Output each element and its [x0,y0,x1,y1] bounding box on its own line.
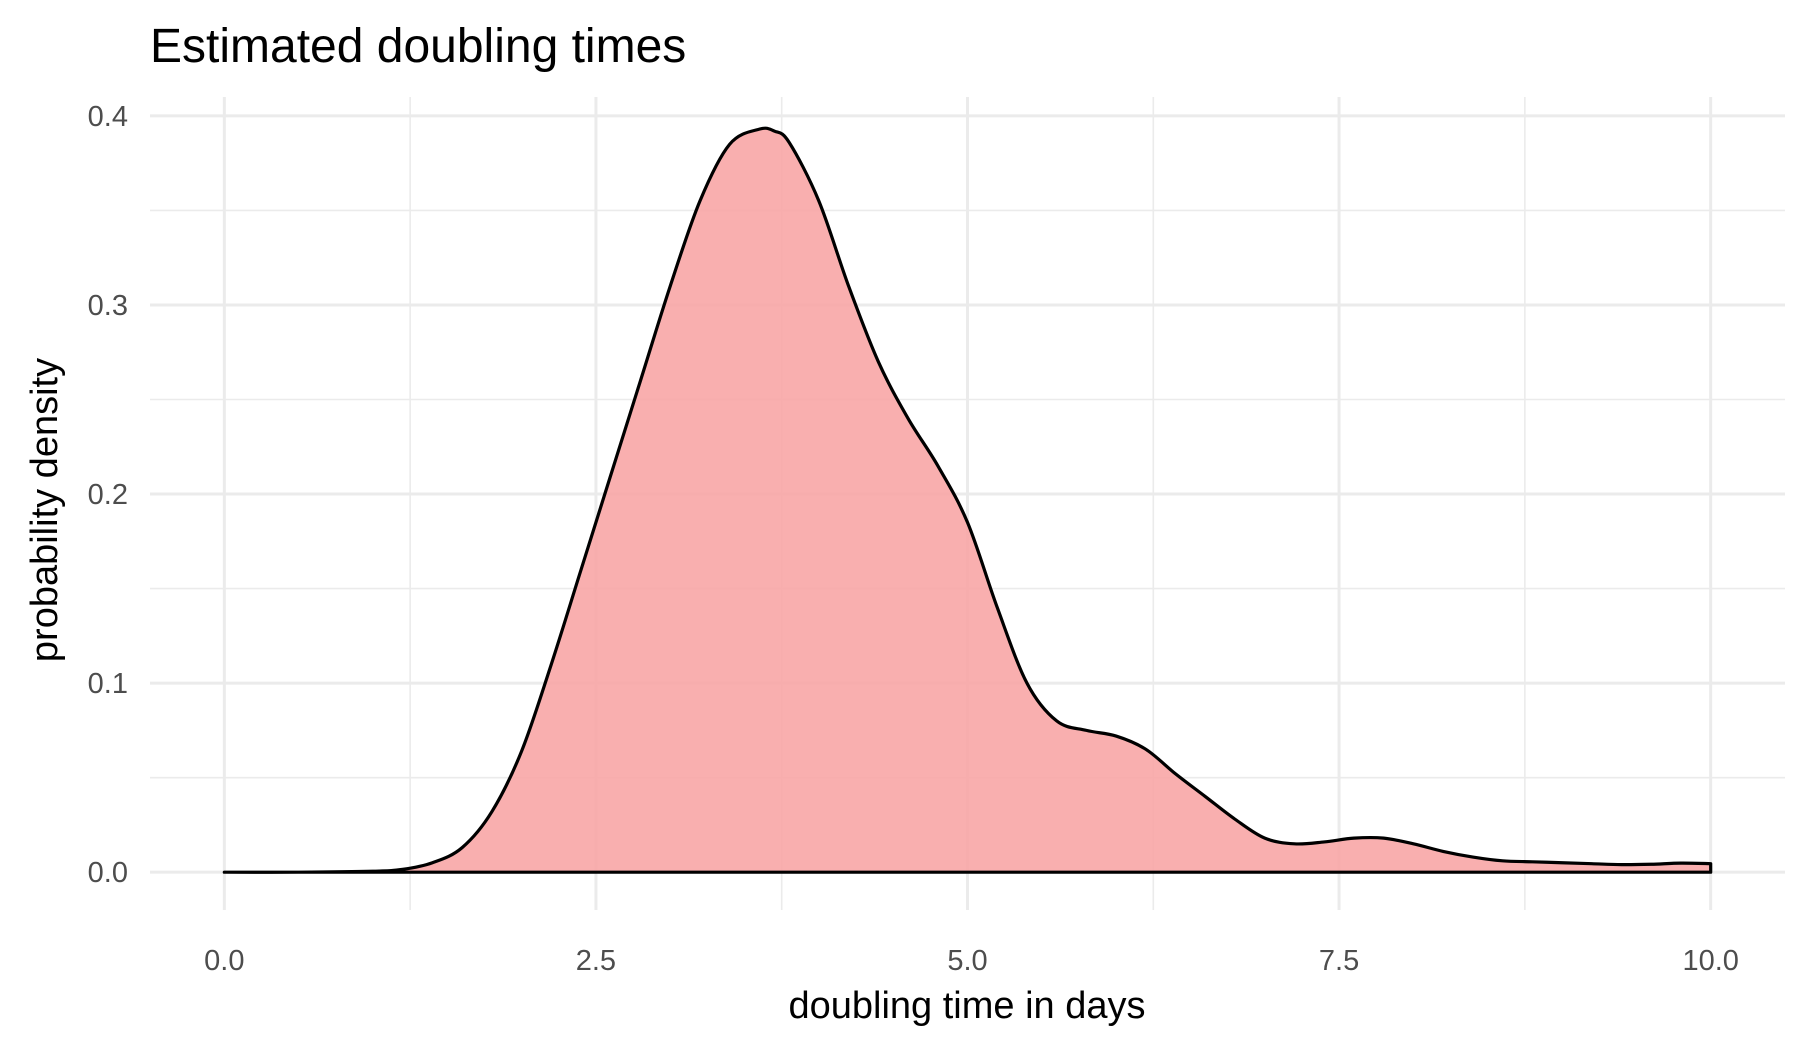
plot-marks [222,126,1713,874]
x-tick-label: 0.0 [204,945,244,977]
x-tick-label: 5.0 [947,945,987,977]
x-axis-ticks: 0.0 2.5 5.0 7.5 10.0 [204,945,1739,977]
chart-title: Estimated doubling times [150,20,686,73]
y-tick-label: 0.3 [88,290,128,322]
x-tick-label: 10.0 [1682,945,1738,977]
x-tick-label: 2.5 [576,945,616,977]
y-tick-label: 0.2 [88,479,128,511]
y-tick-label: 0.4 [88,101,128,133]
x-axis-title: doubling time in days [789,985,1146,1027]
y-tick-label: 0.1 [88,668,128,700]
y-axis-ticks: 0.0 0.1 0.2 0.3 0.4 [88,101,128,889]
x-tick-label: 7.5 [1319,945,1359,977]
density-area [222,126,1713,874]
y-tick-label: 0.0 [88,857,128,889]
y-axis-title: probability density [24,358,66,662]
